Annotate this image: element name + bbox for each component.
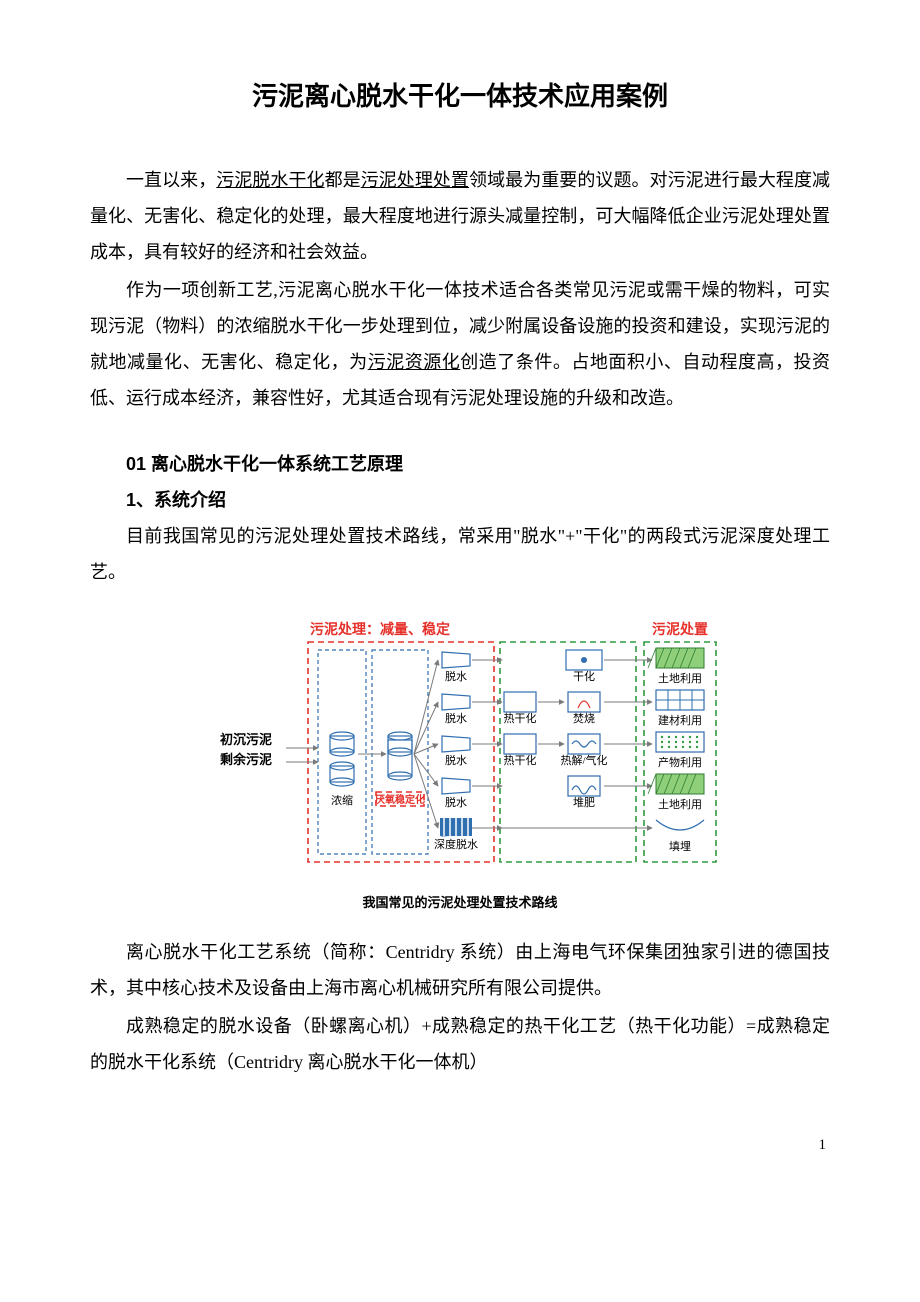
svg-text:脱水: 脱水 — [445, 753, 467, 767]
svg-text:污泥处置: 污泥处置 — [652, 621, 708, 637]
svg-text:干化: 干化 — [573, 669, 595, 683]
page-number: 1 — [90, 1130, 830, 1160]
svg-text:土地利用: 土地利用 — [658, 672, 702, 685]
paragraph-3: 目前我国常见的污泥处理处置技术路线，常采用"脱水"+"干化"的两段式污泥深度处理… — [90, 518, 830, 590]
svg-text:堆肥: 堆肥 — [573, 796, 595, 809]
svg-text:厌氧稳定化: 厌氧稳定化 — [375, 793, 425, 806]
svg-text:初沉污泥: 初沉污泥 — [220, 732, 272, 747]
page-title: 污泥离心脱水干化一体技术应用案例 — [90, 70, 830, 122]
process-flowchart: 污泥处理：减量、稳定污泥处置初沉污泥剩余污泥浓缩厌氧稳定化脱水干化土地利用脱水热… — [200, 616, 720, 876]
section-heading-01: 01 离心脱水干化一体系统工艺原理 — [90, 446, 830, 482]
svg-text:焚烧: 焚烧 — [573, 712, 595, 725]
svg-text:填埋: 填埋 — [669, 839, 691, 853]
svg-text:脱水: 脱水 — [445, 711, 467, 725]
svg-text:浓缩: 浓缩 — [331, 794, 353, 807]
flowchart-svg: 污泥处理：减量、稳定污泥处置初沉污泥剩余污泥浓缩厌氧稳定化脱水干化土地利用脱水热… — [200, 616, 720, 876]
svg-text:深度脱水: 深度脱水 — [434, 837, 478, 851]
intro-paragraph-2: 作为一项创新工艺,污泥离心脱水干化一体技术适合各类常见污泥或需干燥的物料，可实现… — [90, 272, 830, 416]
text: 一直以来， — [126, 170, 216, 190]
svg-text:脱水: 脱水 — [445, 669, 467, 683]
paragraph-4: 离心脱水干化工艺系统（简称：Centridry 系统）由上海电气环保集团独家引进… — [90, 934, 830, 1006]
figure-caption: 我国常见的污泥处理处置技术路线 — [90, 890, 830, 916]
svg-text:产物利用: 产物利用 — [658, 755, 702, 769]
svg-text:剩余污泥: 剩余污泥 — [220, 752, 272, 767]
link-sludge-resource: 污泥资源化 — [368, 352, 461, 372]
svg-text:热解/气化: 热解/气化 — [560, 753, 607, 767]
svg-text:热干化: 热干化 — [504, 711, 537, 725]
text: 都是 — [325, 170, 361, 190]
intro-paragraph-1: 一直以来，污泥脱水干化都是污泥处理处置领域最为重要的议题。对污泥进行最大程度减量… — [90, 162, 830, 270]
link-sludge-treatment: 污泥处理处置 — [361, 170, 469, 190]
svg-text:土地利用: 土地利用 — [658, 798, 702, 811]
paragraph-5: 成熟稳定的脱水设备（卧螺离心机）+成熟稳定的热干化工艺（热干化功能）=成熟稳定的… — [90, 1008, 830, 1080]
svg-text:热干化: 热干化 — [504, 753, 537, 767]
link-sludge-dewater: 污泥脱水干化 — [216, 170, 324, 190]
svg-text:污泥处理：减量、稳定: 污泥处理：减量、稳定 — [310, 621, 450, 637]
svg-text:脱水: 脱水 — [445, 795, 467, 809]
subsection-heading-1: 1、系统介绍 — [90, 482, 830, 518]
svg-text:建材利用: 建材利用 — [658, 713, 702, 727]
